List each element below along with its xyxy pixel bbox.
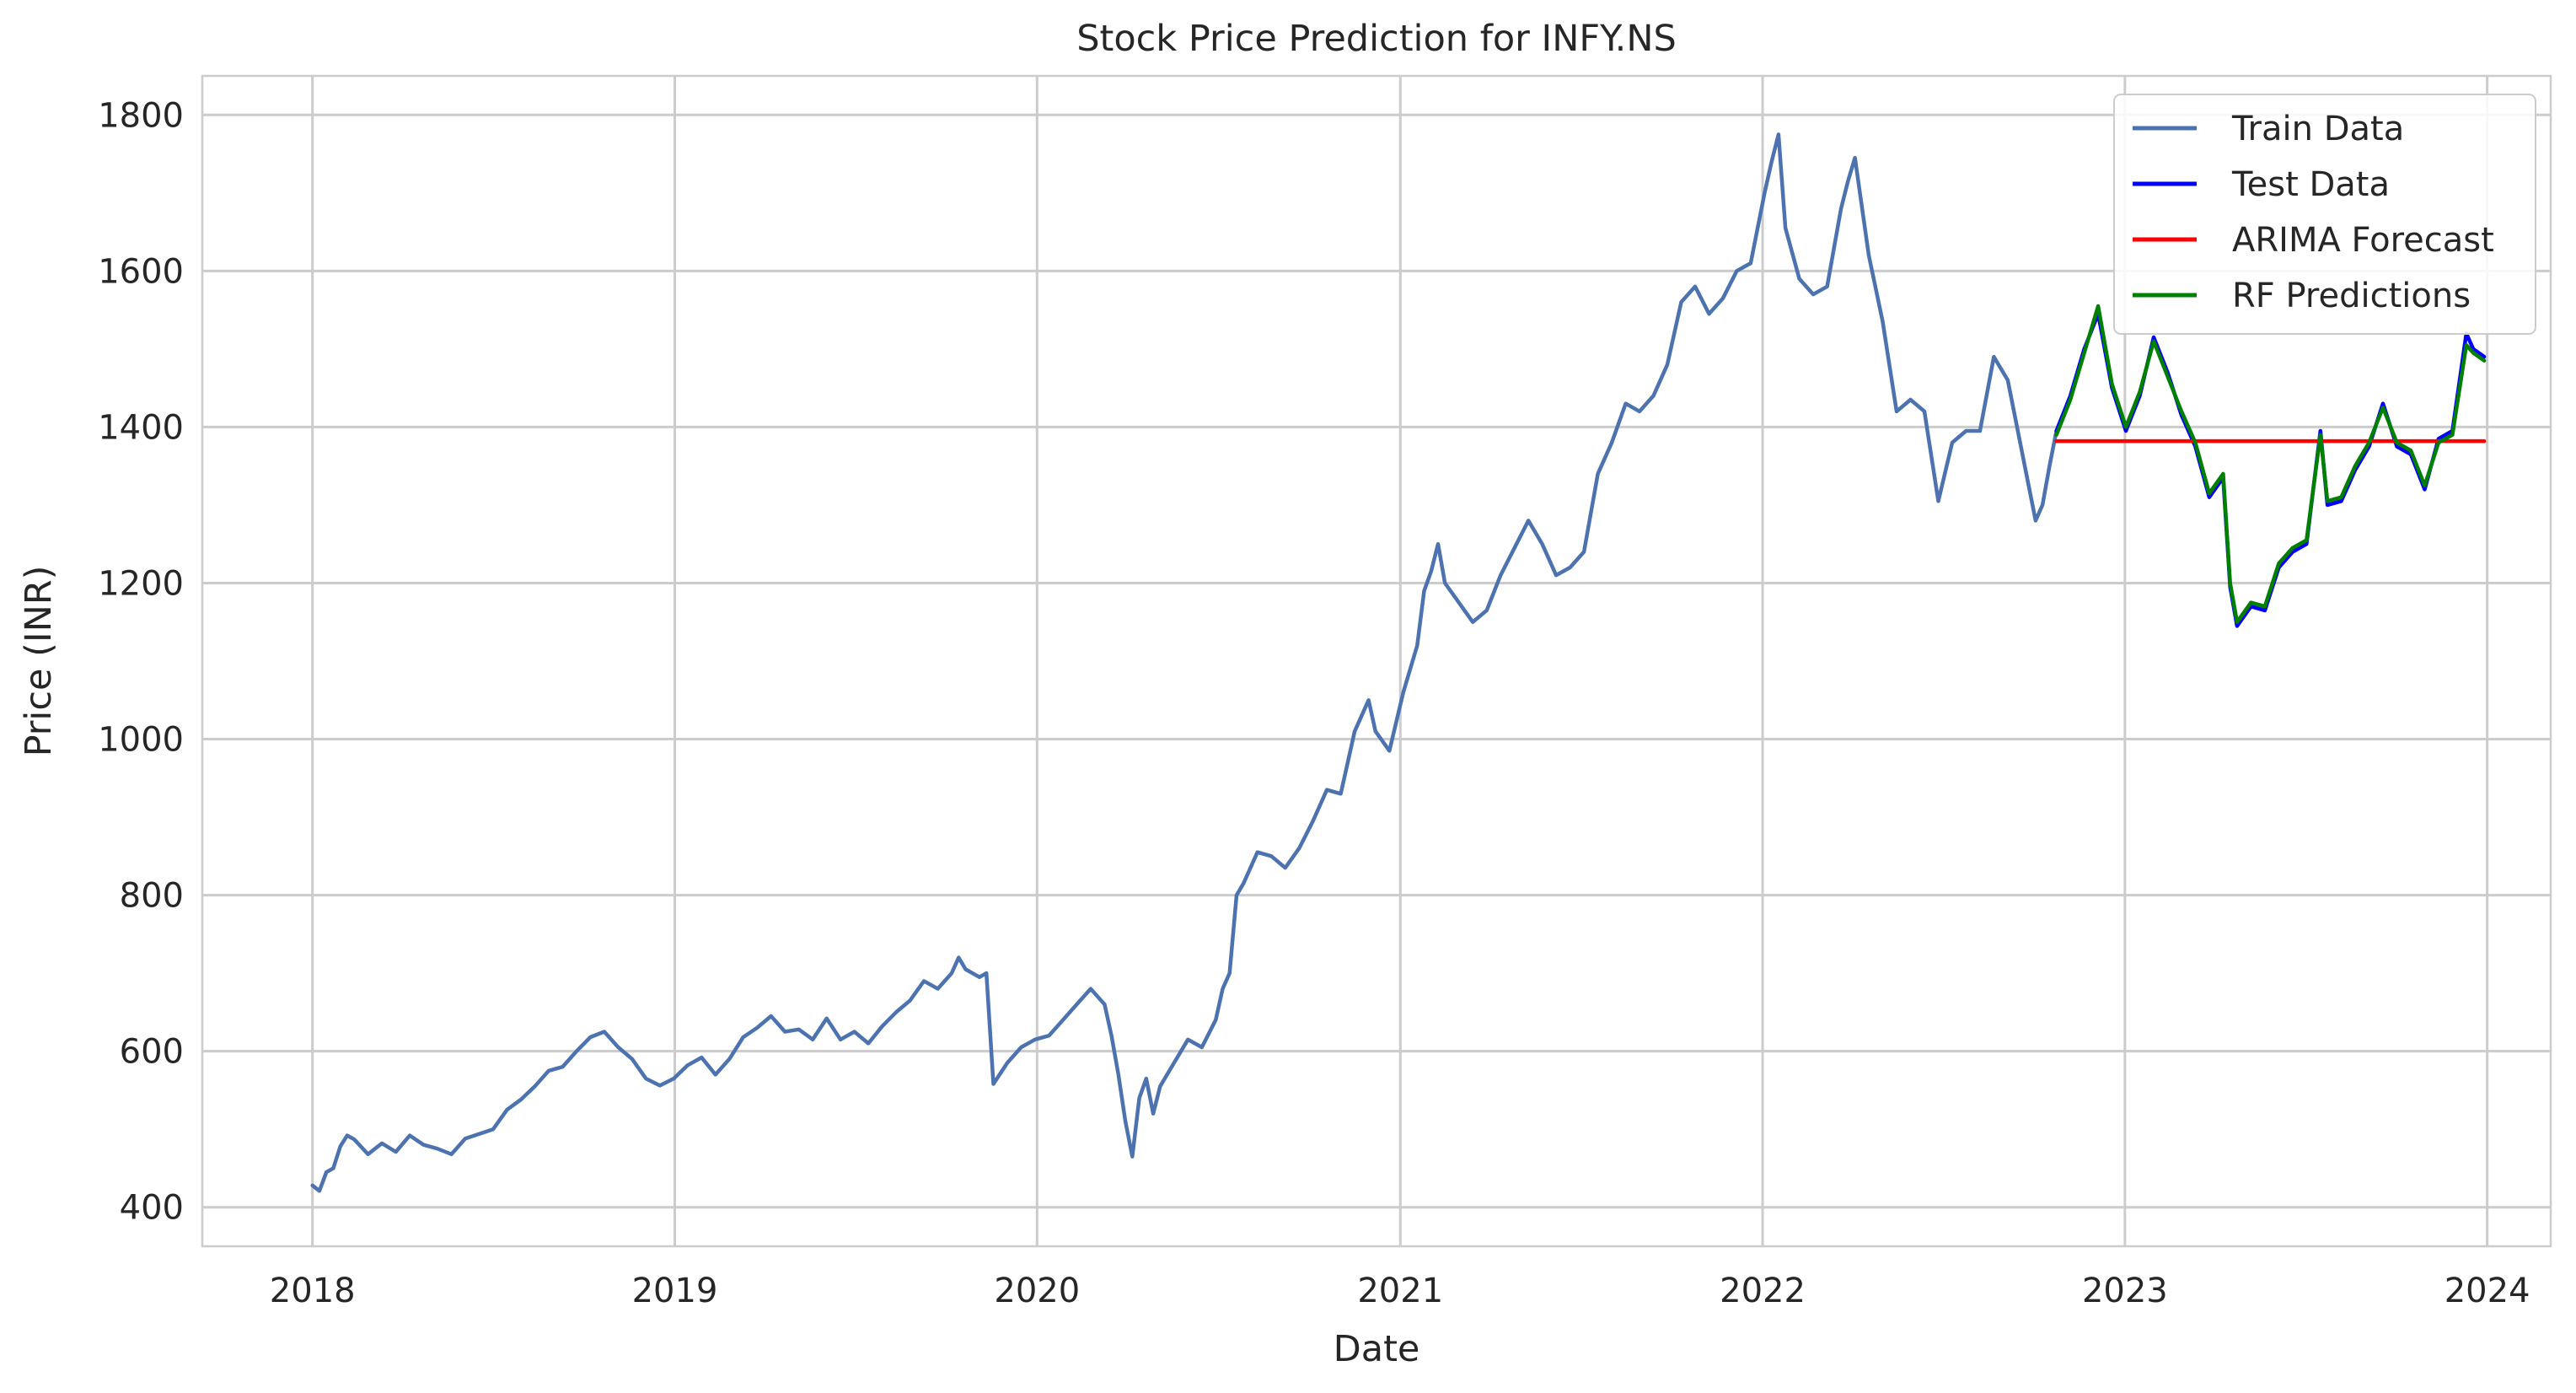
x-tick-label: 2018 [270,1272,356,1310]
y-tick-label: 1200 [98,564,184,603]
x-tick-label: 2020 [994,1272,1080,1310]
legend-box [2113,94,2536,335]
x-tick-label: 2019 [632,1272,718,1310]
plot-area-frame [201,74,2552,1248]
y-tick-label: 400 [120,1189,184,1228]
series-line-0 [310,132,2058,1193]
y-tick-label: 800 [120,877,184,916]
legend-label-2: ARIMA Forecast [2232,221,2494,260]
legend: Train Data Test Data ARIMA Forecast RF Pred… [2113,94,2536,335]
legend-label-0: Train Data [2231,110,2404,148]
y-tick-label: 1600 [98,252,184,291]
y-tick-label: 600 [120,1033,184,1072]
series-line-3 [2054,304,2487,624]
x-tick-label: 2024 [2445,1272,2530,1310]
x-tick-label: 2022 [1720,1272,1806,1310]
x-axis-label: Date [1334,1328,1420,1370]
x-tick-label: 2023 [2082,1272,2168,1310]
legend-items: Train Data Test Data ARIMA Forecast RF Pred… [2133,110,2494,315]
legend-label-3: RF Predictions [2232,277,2471,315]
chart-title: Stock Price Prediction for INFY.NS [1076,18,1677,60]
x-tick-label: 2021 [1357,1272,1443,1310]
y-tick-label: 1000 [98,721,184,760]
y-axis-label: Price (INR) [18,566,60,757]
y-tick-label: 1800 [98,96,184,135]
series-lines [310,132,2487,1193]
legend-label-1: Test Data [2231,165,2390,204]
y-tick-label: 1400 [98,408,184,447]
grid [202,76,2551,1246]
tick-labels: 2018 2019 2020 2021 2022 2023 2024 400 600 800 100… [98,96,2530,1310]
